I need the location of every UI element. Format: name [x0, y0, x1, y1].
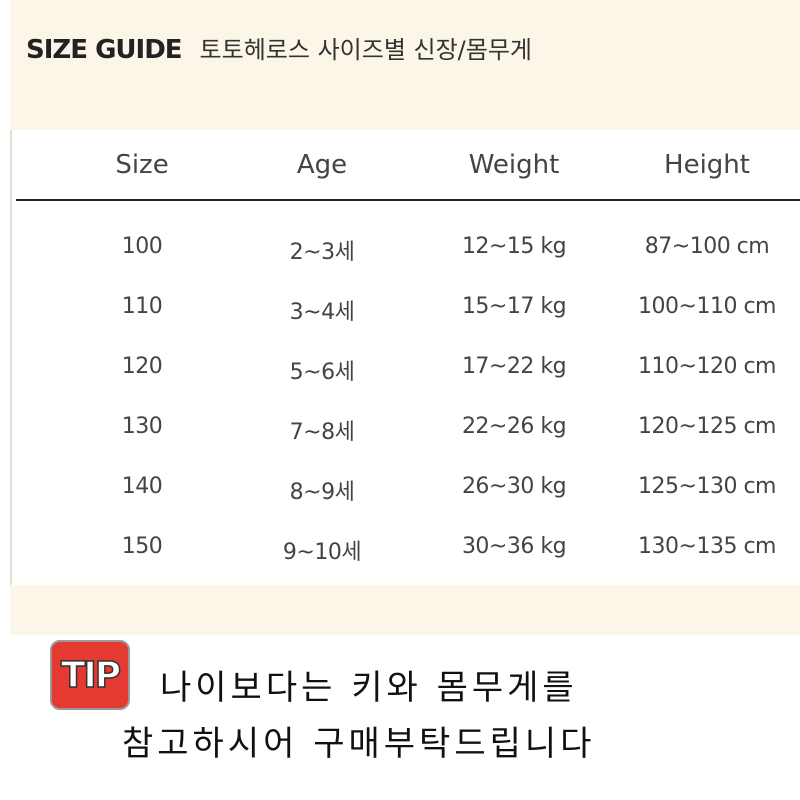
cell-size: 110: [121, 294, 163, 319]
cell-age: 9~10세: [282, 540, 362, 565]
cell-age: 5~6세: [289, 360, 355, 385]
cell-weight: 22~26 kg: [461, 414, 567, 439]
cell-weight: 17~22 kg: [461, 354, 567, 379]
column-header-size: Size: [115, 150, 169, 180]
tip-badge: TIP: [50, 640, 130, 710]
tip-line-1: 나이보다는 키와 몸무게를: [160, 668, 578, 708]
cell-weight: 30~36 kg: [461, 534, 567, 559]
cell-size: 130: [121, 414, 163, 439]
cell-height: 100~110 cm: [638, 294, 776, 319]
cell-height: 110~120 cm: [638, 354, 776, 379]
cell-weight: 26~30 kg: [461, 474, 567, 499]
cell-size: 100: [121, 234, 163, 259]
title-korean: 토토헤로스 사이즈별 신장/몸무게: [199, 36, 533, 64]
cell-weight: 12~15 kg: [461, 234, 567, 259]
cell-age: 3~4세: [289, 300, 355, 325]
cell-age: 8~9세: [289, 480, 355, 505]
cell-height: 130~135 cm: [638, 534, 776, 559]
header-divider: [16, 199, 800, 201]
cell-weight: 15~17 kg: [461, 294, 567, 319]
column-header-height: Height: [664, 150, 750, 180]
header-band: SIZE GUIDE 토토헤로스 사이즈별 신장/몸무게: [10, 0, 800, 130]
page-title: SIZE GUIDE 토토헤로스 사이즈별 신장/몸무게: [26, 30, 532, 65]
title-english: SIZE GUIDE: [26, 35, 183, 65]
cell-age: 2~3세: [289, 240, 355, 265]
cell-age: 7~8세: [289, 420, 355, 445]
cell-height: 125~130 cm: [638, 474, 776, 499]
cell-size: 120: [121, 354, 163, 379]
size-table: Size Age Weight Height 100 2~3세 12~15 kg 87~100…: [10, 130, 800, 585]
cell-height: 87~100 cm: [644, 234, 770, 259]
cell-height: 120~125 cm: [638, 414, 776, 439]
column-header-weight: Weight: [468, 150, 560, 180]
tip-line-2: 참고하시어 구매부탁드립니다: [122, 724, 596, 764]
column-header-age: Age: [296, 150, 348, 180]
footer-band: [10, 585, 800, 635]
cell-size: 140: [121, 474, 163, 499]
cell-size: 150: [121, 534, 163, 559]
